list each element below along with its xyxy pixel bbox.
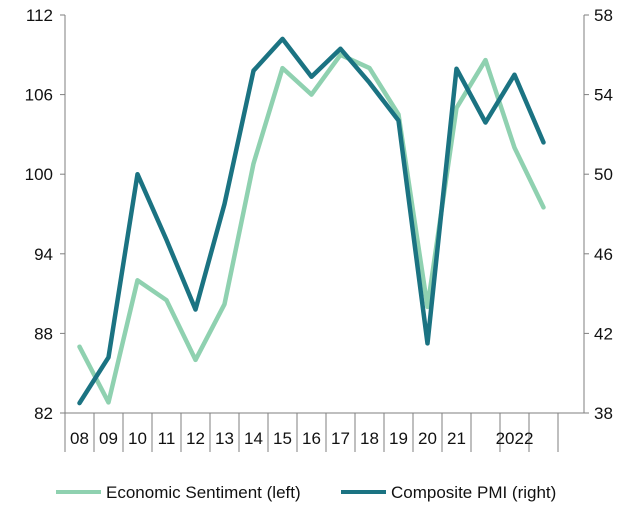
x-axis-tick-label: 11 xyxy=(158,429,176,448)
right-axis-tick-label: 38 xyxy=(594,404,613,423)
left-axis-tick-label: 82 xyxy=(34,404,53,423)
x-axis-tick-label: 17 xyxy=(331,429,350,448)
left-axis-tick-label: 100 xyxy=(25,165,53,184)
series-lines xyxy=(77,36,546,406)
left-axis-tick-label: 112 xyxy=(26,6,53,25)
left-axis-tick-label: 88 xyxy=(34,324,53,343)
x-axis-tick-label: 12 xyxy=(186,429,205,448)
legend: Economic Sentiment (left) Composite PMI … xyxy=(56,483,556,502)
left-axis-tick-label: 94 xyxy=(34,245,53,264)
x-axis-tick-label: 16 xyxy=(302,429,321,448)
right-axis-tick-label: 50 xyxy=(594,165,613,184)
x-axis-tick-label: 08 xyxy=(70,429,89,448)
x-axis-tick-label: 10 xyxy=(128,429,147,448)
x-axis-tick-label: 13 xyxy=(215,429,234,448)
right-axis-tick-label: 42 xyxy=(594,324,613,343)
x-axis-tick-label: 09 xyxy=(99,429,118,448)
x-axis-tick-label: 20 xyxy=(418,429,437,448)
left-axis-ticks: 82 88 94 100 106 112 xyxy=(25,6,65,423)
right-axis-tick-label: 58 xyxy=(594,6,613,25)
series-line-economic-sentiment xyxy=(77,52,546,405)
x-axis-tick-label: 18 xyxy=(360,429,379,448)
x-axis-tick-label: 14 xyxy=(244,429,263,448)
x-axis-tick-label: 2022 xyxy=(496,429,534,448)
right-axis-tick-label: 54 xyxy=(594,86,613,105)
x-axis-tick-label: 15 xyxy=(273,429,292,448)
x-axis-tick-label: 21 xyxy=(447,429,466,448)
left-axis-tick-label: 106 xyxy=(25,86,53,105)
legend-label-economic-sentiment: Economic Sentiment (left) xyxy=(106,483,301,502)
right-axis-ticks: 38 42 46 50 54 58 xyxy=(584,6,613,423)
x-axis-tick-label: 19 xyxy=(389,429,408,448)
right-axis-tick-label: 46 xyxy=(594,245,613,264)
legend-label-composite-pmi: Composite PMI (right) xyxy=(391,483,556,502)
x-axis-ticks: 08 09 10 11 12 13 14 15 16 17 18 19 20 21 2022 xyxy=(64,413,559,452)
series-line-composite-pmi xyxy=(77,36,546,406)
